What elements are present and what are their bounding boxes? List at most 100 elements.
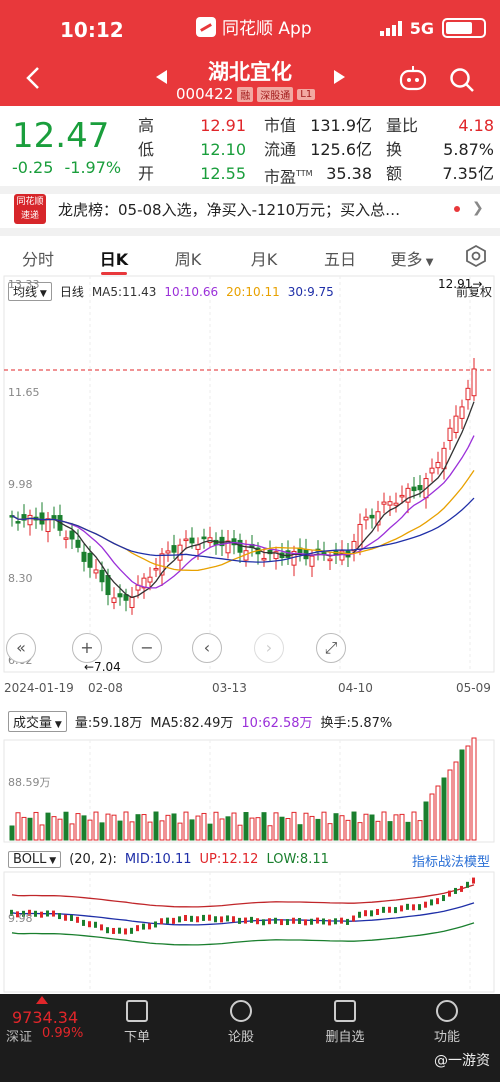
candle-body bbox=[75, 539, 81, 548]
next-stock-icon[interactable] bbox=[334, 70, 345, 84]
boll-candle bbox=[166, 917, 169, 924]
boll-candle bbox=[136, 925, 139, 932]
boll-candle bbox=[448, 890, 451, 897]
tab-five-day[interactable]: 五日 bbox=[323, 250, 356, 269]
boll-candle bbox=[178, 916, 181, 923]
settings-icon[interactable] bbox=[464, 244, 488, 268]
mktcap-label: 市值 bbox=[264, 116, 297, 135]
volume-bar bbox=[339, 815, 345, 841]
volume-bar bbox=[231, 812, 237, 841]
volume-bar bbox=[33, 811, 39, 841]
boll-legend: BOLL ▼ (20, 2): MID:10.11 UP:12.12 LOW:8… bbox=[8, 851, 498, 870]
indicator-select[interactable]: 均线 ▼ bbox=[8, 282, 52, 301]
candle-body bbox=[39, 512, 45, 525]
volume-bars bbox=[9, 737, 477, 841]
candle-body bbox=[261, 557, 267, 561]
volume-bar bbox=[465, 745, 471, 841]
candle-body bbox=[141, 577, 147, 589]
remove-watchlist-button[interactable]: 删自选 bbox=[310, 994, 380, 1045]
status-app-name: 同花顺 App bbox=[222, 19, 312, 39]
back-icon[interactable] bbox=[20, 64, 48, 92]
boll-candle bbox=[346, 918, 349, 925]
discuss-button[interactable]: 论股 bbox=[206, 994, 276, 1045]
prev-stock-icon[interactable] bbox=[156, 70, 167, 84]
stock-code-row: 000422 融 深股通 L1 bbox=[176, 85, 316, 103]
zoom-out-all-button[interactable]: « bbox=[6, 633, 36, 663]
volume-bar bbox=[423, 801, 429, 841]
open-label: 开 bbox=[138, 164, 155, 183]
volume-bar bbox=[15, 812, 21, 841]
volume-bar bbox=[249, 817, 255, 841]
stock-code: 000422 bbox=[176, 85, 234, 103]
boll-up: UP:12.12 bbox=[199, 852, 259, 867]
volume-bar bbox=[237, 824, 243, 841]
pe-ttm-sup: TTM bbox=[296, 169, 313, 178]
candle-body bbox=[63, 537, 69, 540]
quote-col-3: 量比 4.18 换 5.87% 额 7.35亿 bbox=[386, 114, 494, 186]
candle-body bbox=[327, 558, 333, 562]
zoom-out-button[interactable]: − bbox=[132, 633, 162, 663]
boll-params: (20, 2): bbox=[69, 852, 117, 867]
candle-body bbox=[81, 551, 87, 562]
volume-bar bbox=[321, 811, 327, 841]
function-button[interactable]: 功能 bbox=[412, 994, 482, 1045]
fullscreen-button[interactable]: ⤢ bbox=[316, 633, 346, 663]
candle-body bbox=[363, 516, 369, 521]
volume-bar bbox=[201, 812, 207, 841]
dragon-tiger-news[interactable]: 同花顺 速递 龙虎榜：05-08入选，净买入-1210万元；买入总… ❯ bbox=[0, 192, 500, 226]
discuss-icon bbox=[230, 1000, 252, 1022]
low-label: 低 bbox=[138, 140, 155, 159]
high-label: 高 bbox=[138, 116, 155, 135]
tab-weekly-k[interactable]: 周K bbox=[174, 250, 202, 269]
candle-body bbox=[399, 494, 405, 498]
boll-candle bbox=[388, 906, 391, 913]
ma30-line bbox=[11, 497, 475, 563]
tag-level: L1 bbox=[297, 88, 316, 100]
caret-down-icon: ▼ bbox=[422, 257, 434, 268]
boll-candle bbox=[148, 923, 151, 930]
indicator-strategy-link[interactable]: 指标战法模型 bbox=[411, 855, 490, 870]
zoom-in-button[interactable]: + bbox=[72, 633, 102, 663]
tab-more[interactable]: 更多 ▼ bbox=[382, 246, 442, 270]
volume-bar bbox=[51, 816, 57, 841]
period-tabs: 分时 日K 周K 月K 五日 更多 ▼ bbox=[0, 238, 500, 275]
pe-label-text: 市盈 bbox=[264, 167, 297, 187]
boll-select[interactable]: BOLL ▼ bbox=[8, 851, 62, 868]
boll-candle bbox=[124, 928, 127, 935]
volume-bar bbox=[27, 817, 33, 841]
volume-bar bbox=[9, 825, 15, 841]
index-value: 9734.34 bbox=[12, 1008, 79, 1027]
high-value: 12.91 bbox=[200, 116, 246, 135]
boll-candle bbox=[64, 914, 67, 921]
tab-intraday[interactable]: 分时 bbox=[21, 250, 54, 269]
date-4: 04-10 bbox=[338, 681, 373, 695]
tab-monthly-k[interactable]: 月K bbox=[250, 250, 278, 269]
order-button[interactable]: 下单 bbox=[102, 994, 172, 1045]
up-arrow-icon bbox=[36, 996, 48, 1004]
volume-bar bbox=[285, 818, 291, 841]
volume-bar bbox=[345, 819, 351, 841]
adjust-mode[interactable]: 前复权 bbox=[455, 285, 492, 299]
open-value: 12.55 bbox=[200, 164, 246, 183]
stock-name: 湖北宜化 bbox=[208, 60, 292, 84]
pan-right-button[interactable]: › bbox=[254, 633, 284, 663]
volume-bar bbox=[165, 814, 171, 841]
candle-body bbox=[129, 596, 135, 608]
candle-body bbox=[267, 549, 273, 555]
robot-icon[interactable] bbox=[398, 65, 428, 91]
status-time: 10:12 bbox=[60, 18, 124, 42]
volume-bar bbox=[453, 761, 459, 841]
boll-select-label: BOLL bbox=[13, 852, 47, 867]
date-start: 2024-01-19 bbox=[4, 681, 74, 695]
boll-candle bbox=[130, 927, 133, 934]
pan-left-button[interactable]: ‹ bbox=[192, 633, 222, 663]
volume-bar bbox=[93, 811, 99, 841]
tab-daily-k[interactable]: 日K bbox=[99, 250, 129, 269]
volume-select[interactable]: 成交量 ▼ bbox=[8, 711, 67, 732]
y-label-2: 11.65 bbox=[8, 386, 40, 399]
search-icon[interactable] bbox=[448, 66, 476, 94]
candle-body bbox=[339, 550, 345, 561]
candle-body bbox=[309, 555, 315, 567]
candle-body bbox=[21, 514, 27, 521]
boll-candle bbox=[52, 910, 55, 917]
